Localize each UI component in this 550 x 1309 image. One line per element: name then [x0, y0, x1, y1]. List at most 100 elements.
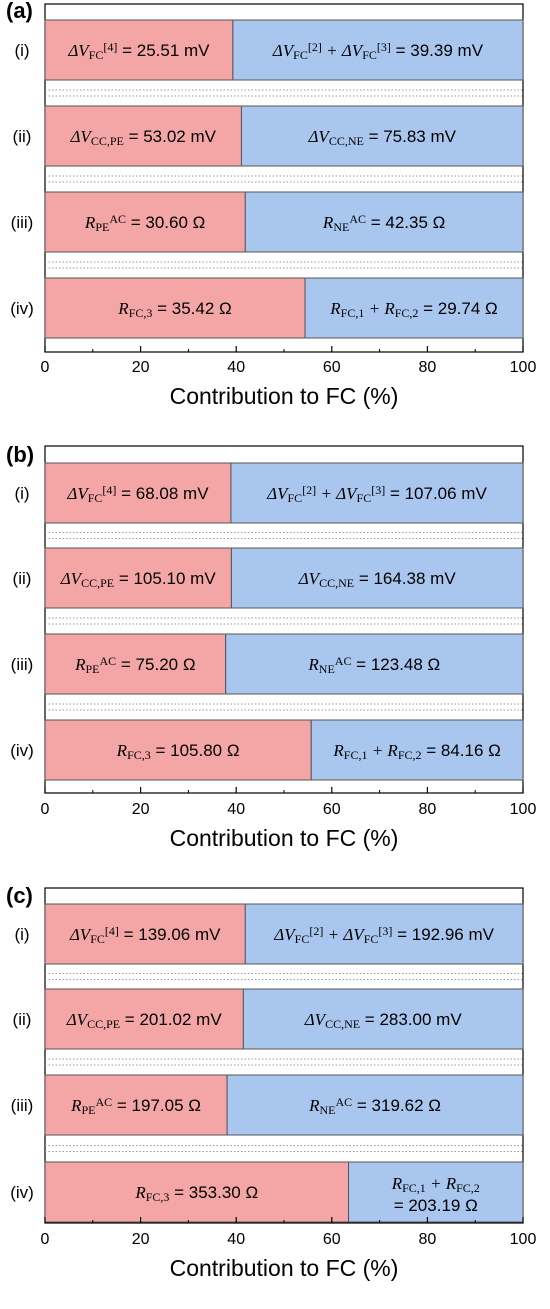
bar-segment-second	[244, 903, 524, 965]
data-label: ΔVFC[2] + ΔVFC[3] = 39.39 mV	[272, 40, 484, 62]
label-run: + ΔV	[316, 484, 359, 503]
label-run: = 197.05 Ω	[112, 1096, 201, 1115]
label-run: R	[332, 741, 344, 760]
category-label: (i)	[14, 484, 29, 503]
data-label: RNEAC = 123.48 Ω	[307, 654, 440, 676]
x-axis-title: Contribution to FC (%)	[170, 1255, 399, 1281]
label-run: R	[329, 299, 341, 318]
label-run: = 68.08 mV	[116, 484, 209, 503]
panel-label: (a)	[6, 0, 33, 23]
label-run: = 25.51 mV	[117, 41, 210, 60]
data-label: RFC,3 = 105.80 Ω	[116, 741, 240, 762]
data-label: RNEAC = 319.62 Ω	[308, 1095, 441, 1117]
label-run: = 75.20 Ω	[116, 655, 195, 674]
label-run: PE	[86, 662, 100, 676]
bar-segment-first	[44, 19, 234, 81]
label-run: FC	[357, 491, 372, 505]
category-label: (iv)	[10, 741, 34, 760]
label-run: = 75.83 mV	[364, 127, 457, 146]
label-run: CC,PE	[87, 1017, 120, 1031]
label-run: ΔV	[60, 569, 84, 588]
label-run: CC,PE	[81, 576, 114, 590]
x-tick-label: 20	[132, 801, 150, 818]
bar-segment-second	[226, 1074, 524, 1136]
x-tick-label: 40	[227, 801, 245, 818]
data-label: ΔVCC,PE = 201.02 mV	[66, 1010, 223, 1031]
data-label: RFC,1 + RFC,2 = 84.16 Ω	[332, 741, 500, 762]
label-run: = 201.02 mV	[120, 1010, 222, 1029]
x-tick-label: 60	[323, 801, 341, 818]
data-label: RFC,1 + RFC,2	[391, 1174, 480, 1195]
label-run: = 105.80 Ω	[151, 741, 240, 760]
chart-panel-a: (a)(i) ΔVFC[4] = 25.51 mV ΔVFC[2] + ΔVFC[3…	[6, 0, 536, 409]
category-label: (iv)	[10, 299, 34, 318]
label-run: ΔV	[66, 1010, 90, 1029]
bar-segment-second	[244, 191, 524, 253]
label-run: = 42.35 Ω	[366, 213, 445, 232]
label-run: ΔV	[304, 1010, 328, 1029]
label-run: AC	[335, 654, 352, 668]
label-run: FC,3	[129, 306, 153, 320]
label-run: ΔV	[66, 484, 90, 503]
label-run: [2]	[309, 924, 323, 938]
data-label: RPEAC = 30.60 Ω	[84, 212, 205, 234]
label-run: R	[307, 655, 319, 674]
bar-segment-first	[44, 191, 246, 253]
label-run: = 203.19 Ω	[394, 1196, 478, 1215]
label-run: R	[134, 1183, 146, 1202]
bar-segment-second	[242, 988, 524, 1050]
data-label: ΔVCC,NE = 283.00 mV	[304, 1010, 463, 1031]
x-axis-title: Contribution to FC (%)	[170, 825, 399, 851]
data-label: ΔVFC[2] + ΔVFC[3] = 192.96 mV	[273, 924, 494, 946]
category-label: (iii)	[11, 1096, 34, 1115]
label-run: + ΔV	[323, 925, 366, 944]
label-run: FC	[88, 491, 103, 505]
label-run: CC,NE	[325, 1017, 360, 1031]
label-run: NE	[333, 220, 349, 234]
x-tick-label: 20	[132, 1231, 150, 1248]
label-run: = 39.39 mV	[391, 41, 484, 60]
data-label: = 203.19 Ω	[394, 1196, 478, 1215]
bar-segment-second	[348, 1161, 524, 1223]
label-run: [4]	[103, 40, 117, 54]
x-tick-label: 0	[41, 801, 50, 818]
category-label: (iii)	[11, 655, 34, 674]
label-run: = 29.74 Ω	[418, 299, 497, 318]
x-tick-label: 80	[419, 801, 437, 818]
label-run: NE	[319, 662, 335, 676]
label-run: ΔV	[67, 41, 91, 60]
x-tick-label: 100	[510, 801, 537, 818]
label-run: PE	[82, 1103, 96, 1117]
label-run: = 123.48 Ω	[351, 655, 440, 674]
label-run: AC	[349, 212, 366, 226]
data-label: RPEAC = 197.05 Ω	[70, 1095, 201, 1117]
x-tick-label: 40	[227, 1231, 245, 1248]
category-label: (ii)	[13, 127, 32, 146]
label-run: = 353.30 Ω	[169, 1183, 258, 1202]
label-run: FC,3	[146, 1190, 170, 1204]
label-run: R	[391, 1174, 403, 1193]
label-run: [3]	[378, 924, 392, 938]
label-run: FC	[90, 932, 105, 946]
bar-segment-first	[44, 1161, 350, 1223]
label-run: R	[70, 1096, 82, 1115]
bar-segment-first	[44, 719, 312, 781]
label-run: FC	[295, 932, 310, 946]
data-label: RPEAC = 75.20 Ω	[74, 654, 195, 676]
category-label: (i)	[14, 41, 29, 60]
label-run: R	[308, 1096, 320, 1115]
chart-panel-c: (c)(i) ΔVFC[4] = 139.06 mV ΔVFC[2] + ΔVFC[…	[6, 883, 536, 1281]
label-run: R	[322, 213, 334, 232]
label-run: ΔV	[272, 41, 296, 60]
label-run: FC,2	[395, 306, 419, 320]
label-run: FC,1	[344, 748, 368, 762]
bar-segment-second	[230, 462, 524, 524]
bar-segment-second	[230, 547, 524, 609]
data-label: ΔVFC[4] = 139.06 mV	[69, 924, 221, 946]
label-run: AC	[100, 654, 117, 668]
x-tick-label: 80	[419, 1231, 437, 1248]
chart-panel-b: (b)(i) ΔVFC[4] = 68.08 mV ΔVFC[2] + ΔVFC[3…	[6, 442, 536, 851]
label-run: = 107.06 mV	[385, 484, 487, 503]
label-run: = 35.42 Ω	[152, 299, 231, 318]
